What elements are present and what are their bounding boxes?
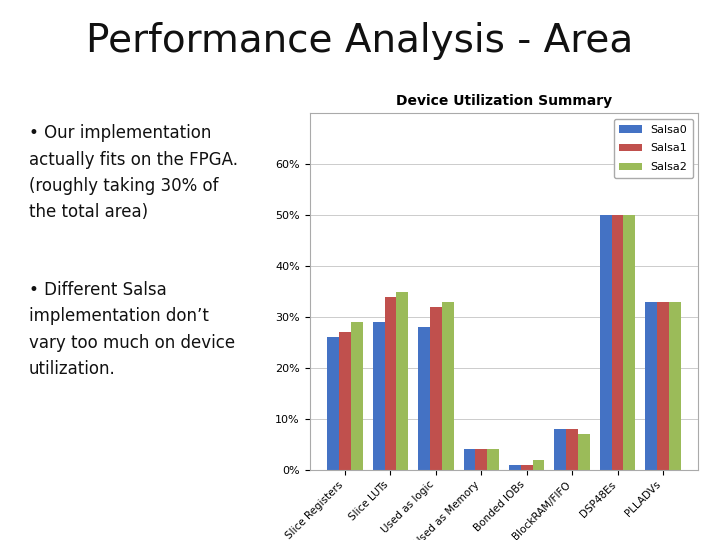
Bar [464,449,475,470]
Text: • Our implementation
actually fits on the FPGA.
(roughly taking 30% of
the total: • Our implementation actually fits on th… [29,124,238,221]
Text: Performance Analysis - Area: Performance Analysis - Area [86,22,634,59]
Bar [554,429,566,470]
Bar [566,429,578,470]
Bar [442,302,454,470]
Bar [612,215,624,470]
Bar [328,338,339,470]
Bar [430,307,442,470]
Bar [521,465,533,470]
Legend: Salsa0, Salsa1, Salsa2: Salsa0, Salsa1, Salsa2 [613,119,693,178]
Bar [384,296,396,470]
Bar [657,302,669,470]
Bar [418,327,430,470]
Text: • Different Salsa
implementation don’t
vary too much on device
utilization.: • Different Salsa implementation don’t v… [29,281,235,378]
Bar [509,465,521,470]
Bar [475,449,487,470]
Bar [339,332,351,470]
Title: Device Utilization Summary: Device Utilization Summary [396,94,612,108]
Bar [396,292,408,470]
Bar [600,215,612,470]
Bar [351,322,363,470]
Bar [645,302,657,470]
Bar [669,302,680,470]
Bar [487,449,499,470]
Bar [533,460,544,470]
Bar [578,434,590,470]
Bar [624,215,635,470]
Bar [373,322,384,470]
